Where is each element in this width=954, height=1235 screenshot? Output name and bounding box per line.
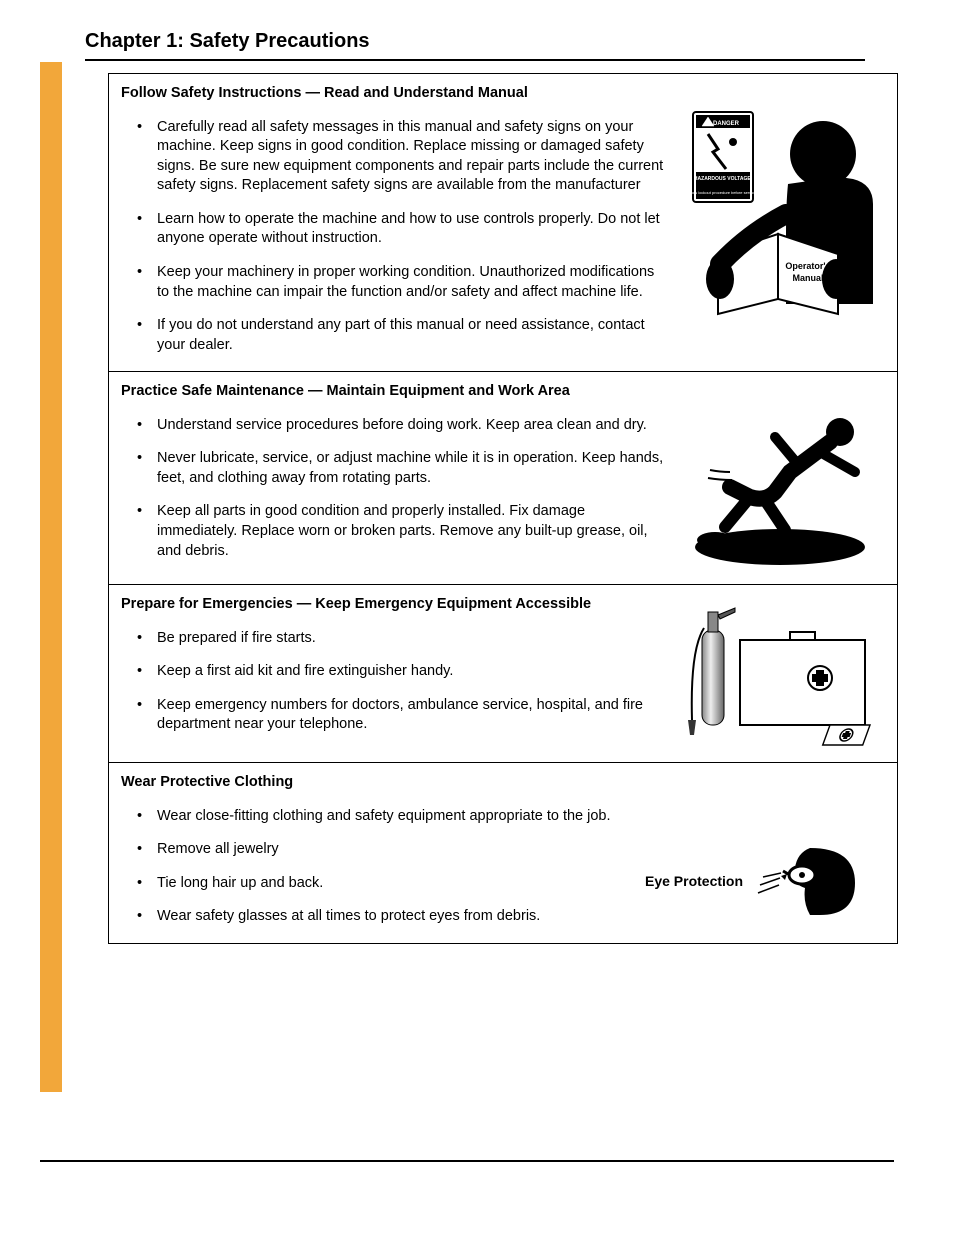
figure-emergency-kit [675,595,885,750]
figure-slipping [675,382,885,572]
list-item: Learn how to operate the machine and how… [153,210,665,249]
section-follow-safety: Follow Safety Instructions — Read and Un… [108,73,898,372]
sign-text1: HAZARDOUS VOLTAGE. [693,176,752,182]
section-heading: Follow Safety Instructions — Read and Un… [121,84,665,104]
list-item: Never lubricate, service, or adjust mach… [153,449,665,488]
list-item: Understand service procedures before doi… [153,416,665,436]
section-safe-maintenance: Practice Safe Maintenance — Maintain Equ… [108,372,898,585]
content-area: Follow Safety Instructions — Read and Un… [108,73,898,944]
extinguisher-firstaid-icon [680,600,880,750]
book-line2: Manual [792,273,823,283]
section-heading: Practice Safe Maintenance — Maintain Equ… [121,382,665,402]
section-text: Practice Safe Maintenance — Maintain Equ… [121,382,665,572]
chapter-title: Chapter 1: Safety Precautions [85,30,865,61]
list-item: Carefully read all safety messages in th… [153,118,665,196]
list-item: Tie long hair up and back. [153,874,615,894]
section-text: Wear Protective Clothing Wear close-fitt… [121,773,615,931]
bullet-list: Understand service procedures before doi… [121,416,665,561]
section-heading: Wear Protective Clothing [121,773,615,793]
list-item: Be prepared if fire starts. [153,629,665,649]
bullet-list: Be prepared if fire starts. Keep a first… [121,629,665,735]
list-item: If you do not understand any part of thi… [153,316,665,355]
bullet-list: Wear close-fitting clothing and safety e… [121,807,615,927]
figure-eye-protection: Eye Protection [625,773,885,931]
sign-header: DANGER [712,121,739,127]
bullet-list: Carefully read all safety messages in th… [121,118,665,356]
accent-sidebar [40,62,62,1092]
list-item: Keep all parts in good condition and pro… [153,502,665,561]
section-protective-clothing: Wear Protective Clothing Wear close-fitt… [108,763,898,944]
section-emergencies: Prepare for Emergencies — Keep Emergency… [108,585,898,763]
list-item: Keep emergency numbers for doctors, ambu… [153,696,665,735]
section-heading: Prepare for Emergencies — Keep Emergency… [121,595,665,615]
section-text: Prepare for Emergencies — Keep Emergency… [121,595,665,750]
list-item: Wear close-fitting clothing and safety e… [153,807,615,827]
head-goggles-icon [755,843,865,918]
person-slipping-icon [680,402,880,572]
eye-protection-caption: Eye Protection [645,873,743,889]
person-reading-manual-icon: DANGER HAZARDOUS VOLTAGE. Follow lockout… [678,104,883,324]
figure-read-manual: DANGER HAZARDOUS VOLTAGE. Follow lockout… [675,84,885,359]
section-text: Follow Safety Instructions — Read and Un… [121,84,665,359]
sign-text2: Follow lockout procedure before servicin… [685,190,760,195]
list-item: Keep your machinery in proper working co… [153,263,665,302]
footer-rule [40,1160,894,1162]
list-item: Remove all jewelry [153,840,615,860]
list-item: Wear safety glasses at all times to prot… [153,907,615,927]
list-item: Keep a first aid kit and fire extinguish… [153,662,665,682]
page: Chapter 1: Safety Precautions Follow Saf… [0,0,954,1235]
